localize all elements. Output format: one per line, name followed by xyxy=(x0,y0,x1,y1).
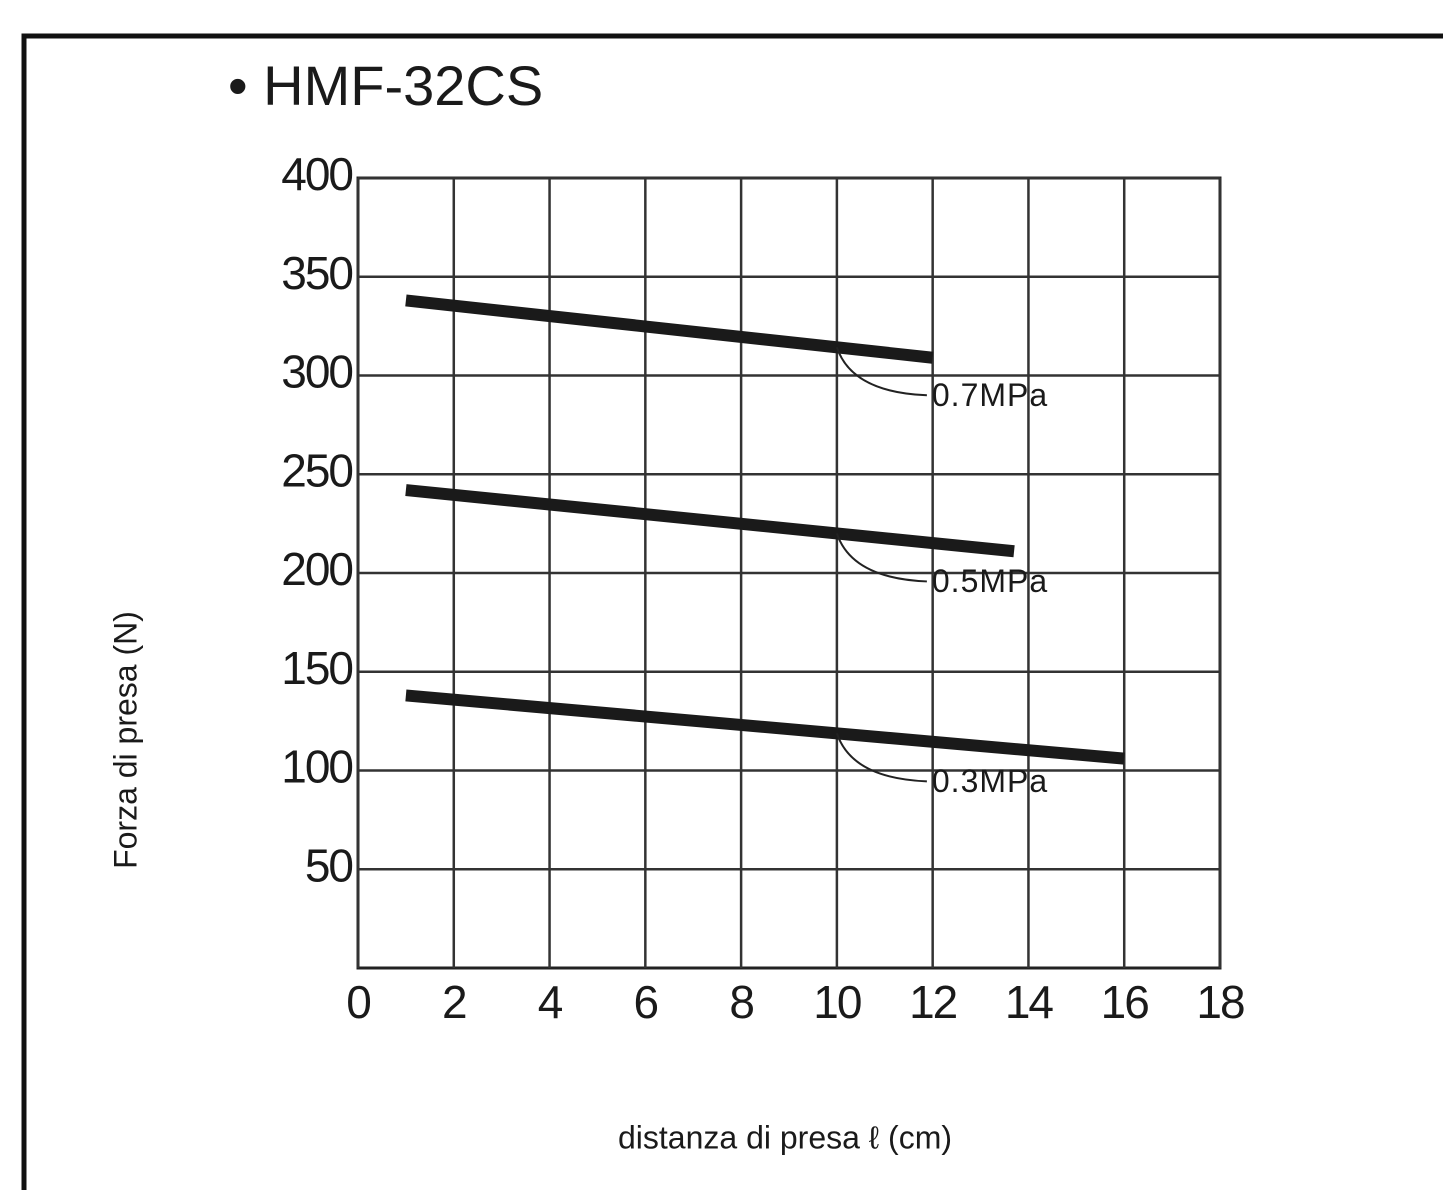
x-axis-label: distanza di presa ℓ (cm) xyxy=(618,1119,952,1155)
y-tick-label: 300 xyxy=(281,346,352,398)
y-tick-label: 50 xyxy=(305,839,353,891)
y-tick-label: 100 xyxy=(281,741,352,793)
leader-line xyxy=(835,346,927,397)
x-tick-label: 12 xyxy=(909,976,957,1028)
frame xyxy=(21,33,1443,1190)
y-axis-label: Forza di presa (N) xyxy=(107,611,143,869)
x-tick-label: 18 xyxy=(1196,976,1244,1028)
series-line xyxy=(405,484,1015,558)
series-line xyxy=(405,689,1125,765)
chart-title: • HMF-32CS xyxy=(228,54,543,117)
y-tick-label: 200 xyxy=(281,543,352,595)
x-tick-label: 10 xyxy=(813,976,861,1028)
x-tick-label: 6 xyxy=(634,976,658,1028)
leader-line xyxy=(835,533,927,583)
x-tick-label: 14 xyxy=(1005,976,1054,1028)
x-tick-label: 0 xyxy=(346,976,370,1028)
series-line xyxy=(405,294,934,364)
series-label: 0.3MPa xyxy=(932,763,1048,799)
leader-line xyxy=(835,733,927,783)
x-tick-label: 4 xyxy=(538,976,563,1028)
x-tick-label: 8 xyxy=(729,976,753,1028)
x-tick-label: 16 xyxy=(1101,976,1149,1028)
series-label: 0.5MPa xyxy=(932,563,1048,599)
y-tick-label: 400 xyxy=(281,148,352,200)
x-tick-label: 2 xyxy=(442,976,466,1028)
y-tick-label: 250 xyxy=(281,444,352,496)
y-tick-label: 150 xyxy=(281,642,352,694)
y-tick-label: 350 xyxy=(281,247,352,299)
series-label: 0.7MPa xyxy=(932,377,1048,413)
